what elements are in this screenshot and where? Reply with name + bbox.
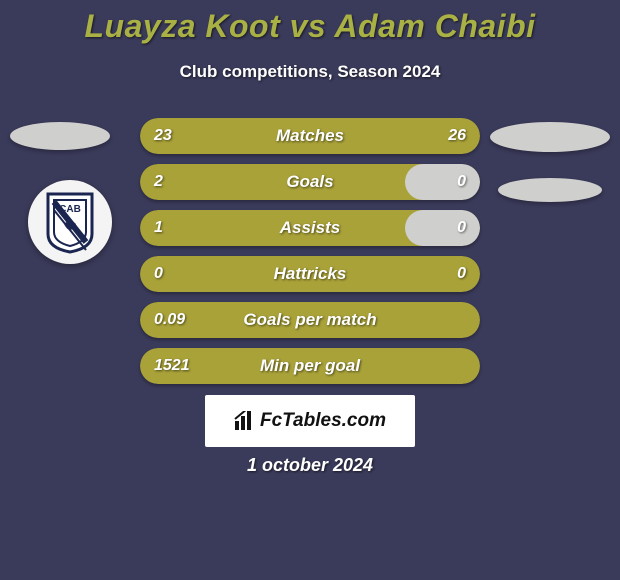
stat-row: 2326Matches — [140, 118, 480, 154]
page-title: Luayza Koot vs Adam Chaibi — [0, 8, 620, 45]
footer-date: 1 october 2024 — [0, 455, 620, 476]
stat-label: Hattricks — [140, 256, 480, 292]
club-badge-label: CAB — [59, 204, 81, 215]
stat-row: 10Assists — [140, 210, 480, 246]
stats-list: 2326Matches 20Goals 10Assists 00Hattricks 0.… — [140, 118, 480, 394]
stats-comparison-card: Luayza Koot vs Adam Chaibi Club competit… — [0, 0, 620, 580]
player-right-photo-placeholder-2 — [498, 178, 602, 202]
club-badge-icon: CAB — [40, 190, 100, 254]
stat-label: Assists — [140, 210, 480, 246]
stat-label: Matches — [140, 118, 480, 154]
chart-icon — [234, 411, 256, 431]
brand-attribution[interactable]: FcTables.com — [205, 395, 415, 447]
player-left-photo-placeholder — [10, 122, 110, 150]
player-right-photo-placeholder-1 — [490, 122, 610, 152]
stat-label: Goals — [140, 164, 480, 200]
stat-row: 0.09Goals per match — [140, 302, 480, 338]
stat-row: 1521Min per goal — [140, 348, 480, 384]
club-badge: CAB — [28, 180, 112, 264]
stat-label: Goals per match — [140, 302, 480, 338]
stat-row: 00Hattricks — [140, 256, 480, 292]
stat-row: 20Goals — [140, 164, 480, 200]
brand-text: FcTables.com — [260, 410, 386, 432]
page-subtitle: Club competitions, Season 2024 — [0, 62, 620, 82]
stat-label: Min per goal — [140, 348, 480, 384]
